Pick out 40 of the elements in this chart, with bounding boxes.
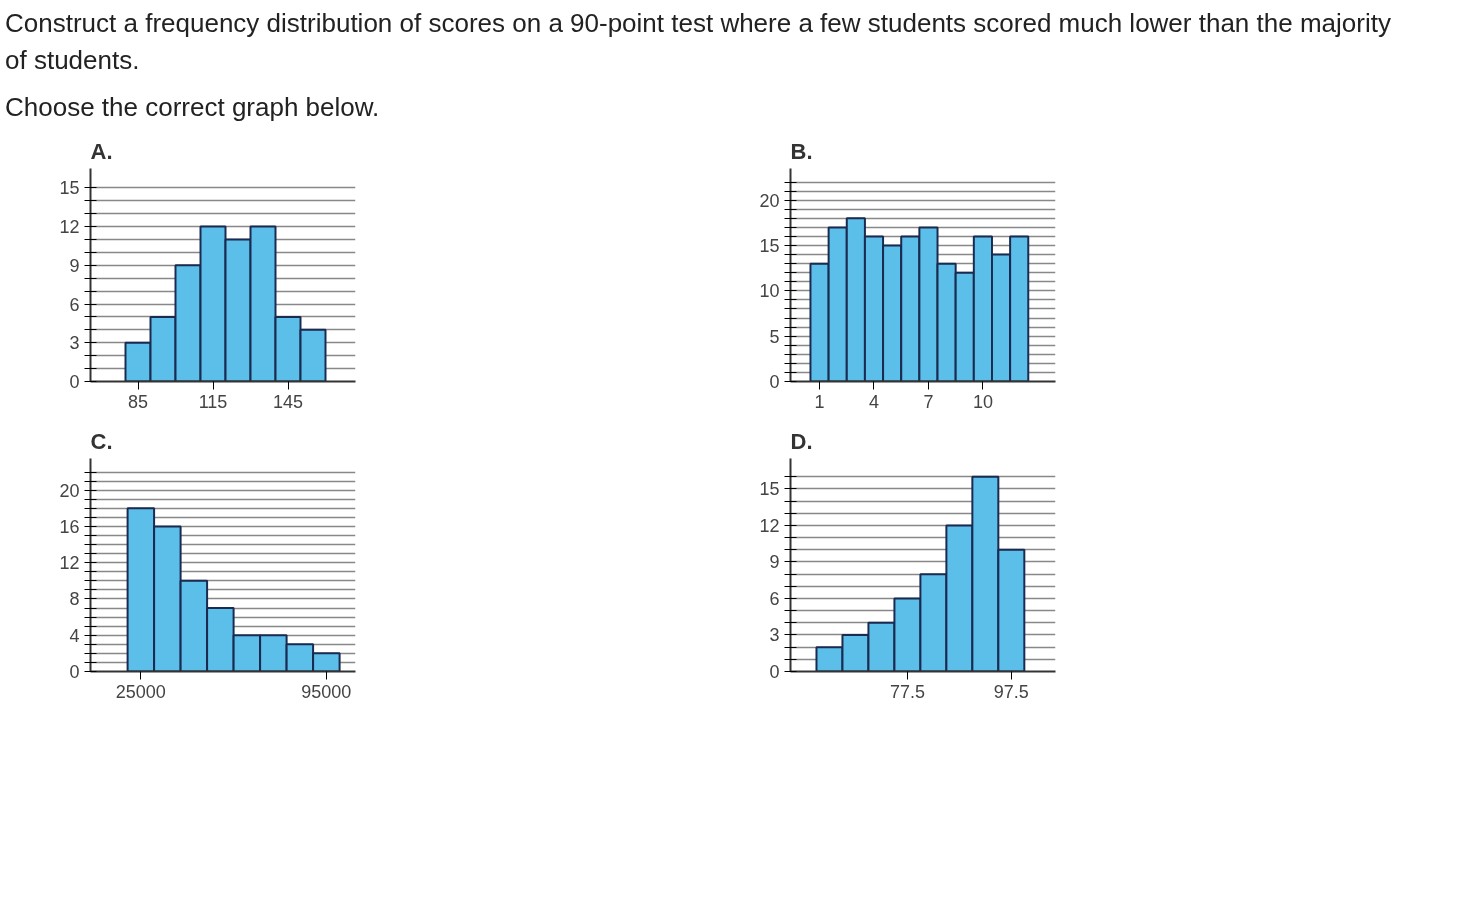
y-tick-label: 6 xyxy=(69,294,80,315)
y-tick-label: 0 xyxy=(69,662,80,683)
y-tick-label: 16 xyxy=(59,517,80,538)
y-tick-label: 6 xyxy=(769,589,780,610)
y-tick-label: 20 xyxy=(59,481,80,502)
x-tick-label: 1 xyxy=(814,391,825,412)
x-tick-label: 77.5 xyxy=(889,681,925,702)
y-tick-label: 12 xyxy=(759,516,780,537)
x-tick-label: 85 xyxy=(127,391,149,412)
y-tick-label: 3 xyxy=(69,333,80,354)
y-tick-label: 15 xyxy=(59,178,80,199)
y-tick-label: 20 xyxy=(759,191,780,212)
y-tick-label: 4 xyxy=(69,626,80,647)
y-tick-label: 9 xyxy=(769,552,780,573)
y-tick-label: 0 xyxy=(69,372,80,393)
chart-title: D. xyxy=(790,428,813,454)
y-tick-label: 12 xyxy=(59,217,80,238)
x-tick-label: 4 xyxy=(868,391,879,412)
y-tick-label: 9 xyxy=(69,256,80,277)
chart-title: C. xyxy=(90,428,113,454)
y-tick-label: 15 xyxy=(759,479,780,500)
y-tick-label: 3 xyxy=(769,625,780,646)
y-tick-label: 0 xyxy=(769,662,780,683)
chart-title: B. xyxy=(790,138,813,164)
text: Construct a frequency distribution of scores on a 90-point test where a few students scored much lower than the majority of students. xyxy=(5,7,1392,78)
y-tick-label: 10 xyxy=(759,281,780,302)
x-tick-label: 7 xyxy=(923,391,934,412)
x-tick-label: 25000 xyxy=(115,681,166,702)
x-tick-label: 95000 xyxy=(301,681,352,702)
chart-title: A. xyxy=(90,138,113,164)
text: Choose the correct graph below. xyxy=(5,91,381,125)
x-tick-label: 115 xyxy=(198,391,228,412)
y-tick-label: 15 xyxy=(759,236,780,257)
x-tick-label: 97.5 xyxy=(993,681,1029,702)
y-tick-label: 5 xyxy=(769,327,780,348)
x-tick-label: 10 xyxy=(972,391,993,412)
x-tick-label: 145 xyxy=(272,391,304,412)
y-tick-label: 8 xyxy=(69,589,80,610)
y-tick-label: 12 xyxy=(59,553,80,574)
y-tick-label: 0 xyxy=(769,372,780,393)
